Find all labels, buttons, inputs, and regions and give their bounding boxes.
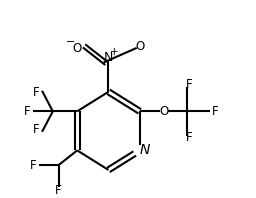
Text: O: O (136, 40, 145, 53)
Text: O: O (159, 105, 169, 118)
Text: F: F (186, 131, 193, 144)
Text: N: N (140, 143, 150, 157)
Text: F: F (33, 86, 39, 99)
Text: +: + (110, 47, 119, 57)
Text: F: F (55, 184, 62, 197)
Text: F: F (186, 78, 193, 91)
Text: O: O (72, 42, 81, 55)
Text: F: F (33, 123, 39, 136)
Text: F: F (30, 159, 37, 171)
Text: F: F (24, 105, 31, 118)
Text: −: − (66, 37, 75, 47)
Text: N: N (104, 51, 113, 64)
Text: F: F (212, 105, 218, 118)
